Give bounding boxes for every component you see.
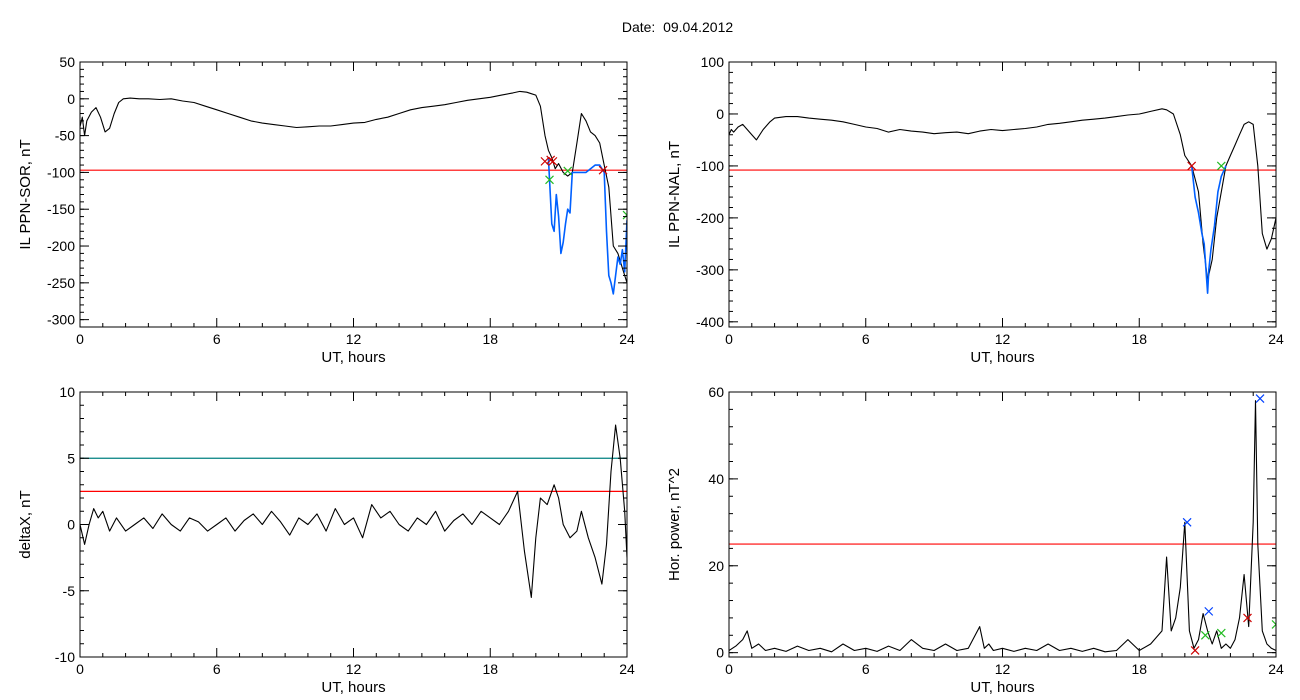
y-tick-label: -150 [47,201,75,217]
plot-frame [79,391,628,658]
x-axis-label: UT, hours [970,349,1034,366]
x-tick-label: 6 [213,331,221,347]
plot-frame [728,61,1277,328]
chart-panel-hor-power: 0 6 12 18 24 60 40 20 0 UT, hours Hor. power, nT^2 [666,384,1284,696]
y-tick-label: 0 [67,91,75,107]
y-axis-label: Hor. power, nT^2 [666,468,683,581]
x-axis-label: UT, hours [970,679,1034,696]
event-series-line [1190,165,1227,294]
onset-marker [540,156,550,166]
onset-marker [1187,161,1197,171]
y-tick-label: -400 [696,314,724,330]
y-axis-label: IL PPN-NAL, nT [666,141,683,248]
x-tick-label: 12 [346,331,362,347]
y-tick-label: 50 [59,54,75,70]
y-tick-label: -300 [47,312,75,328]
y-tick-label: 20 [708,558,724,574]
end-marker [563,166,573,176]
x-tick-label: 18 [1131,331,1147,347]
y-tick-label: 100 [701,54,725,70]
trace-series-line [729,400,1276,653]
x-tick-label: 12 [995,661,1011,677]
y-tick-label: -200 [47,238,75,254]
x-tick-label: 6 [862,331,870,347]
trace-series-line [80,424,627,598]
x-tick-label: 0 [725,661,733,677]
data-layer [729,394,1276,655]
end-marker [1271,619,1276,629]
x-tick-label: 6 [862,661,870,677]
x-tick-label: 0 [76,331,84,347]
end-marker [1216,628,1226,638]
x-axis-label: UT, hours [321,679,385,696]
chart-panel-il-ppn-nal: 0 6 12 18 24 100 0 -100 -200 -300 -400 UT, hours IL … [666,54,1284,366]
plot-frame [728,391,1277,658]
plot-frame [79,61,628,328]
data-layer [80,90,627,295]
data-layer [729,108,1276,294]
y-axis-label: deltaX, nT [17,490,34,558]
end-marker [545,175,554,185]
y-tick-label: 0 [716,106,724,122]
y-tick-label: -5 [63,583,76,599]
end-marker [1200,630,1210,640]
end-marker [622,210,627,220]
y-tick-label: -100 [47,164,75,180]
y-tick-label: 40 [708,471,724,487]
end-marker [1216,161,1226,171]
y-tick-label: -10 [55,649,75,665]
peak-marker [1204,606,1214,616]
y-tick-label: -200 [696,210,724,226]
y-tick-label: -50 [55,128,75,144]
y-tick-label: 5 [67,450,75,466]
x-tick-label: 12 [346,661,362,677]
x-tick-label: 18 [482,661,498,677]
peak-marker [1255,394,1265,403]
onset-marker [1243,613,1252,623]
y-tick-label: -100 [696,158,724,174]
event-series-line [547,157,627,295]
x-tick-label: 24 [619,331,635,347]
x-tick-label: 24 [1268,331,1284,347]
x-tick-label: 24 [1268,661,1284,677]
x-tick-label: 12 [995,331,1011,347]
y-tick-label: 10 [59,384,75,400]
trace-series-line [80,90,627,283]
chart-panel-deltax: 0 6 12 18 24 10 5 0 -5 -10 UT, hours deltaX, nT [17,384,635,696]
x-tick-label: 18 [1131,661,1147,677]
onset-marker [548,156,558,166]
x-tick-label: 0 [76,661,84,677]
x-tick-label: 18 [482,331,498,347]
y-tick-label: -300 [696,262,724,278]
peak-marker [1182,517,1192,527]
x-tick-label: 0 [725,331,733,347]
onset-marker [1190,646,1200,655]
x-tick-label: 6 [213,661,221,677]
y-tick-label: 0 [67,517,75,533]
y-tick-label: 60 [708,384,724,400]
y-tick-label: 0 [716,645,724,661]
onset-marker [598,165,608,175]
y-tick-label: -250 [47,275,75,291]
data-layer [80,424,627,598]
x-tick-label: 24 [619,661,635,677]
x-axis-label: UT, hours [321,349,385,366]
trace-series-line [729,108,1276,281]
y-axis-label: IL PPN-SOR, nT [17,139,34,249]
chart-panel-il-ppn-sor: 0 6 12 18 24 50 0 -50 -100 -150 -200 -250 -300 UT, ho… [17,54,635,366]
date-title: Date: 09.04.2012 [621,19,734,35]
